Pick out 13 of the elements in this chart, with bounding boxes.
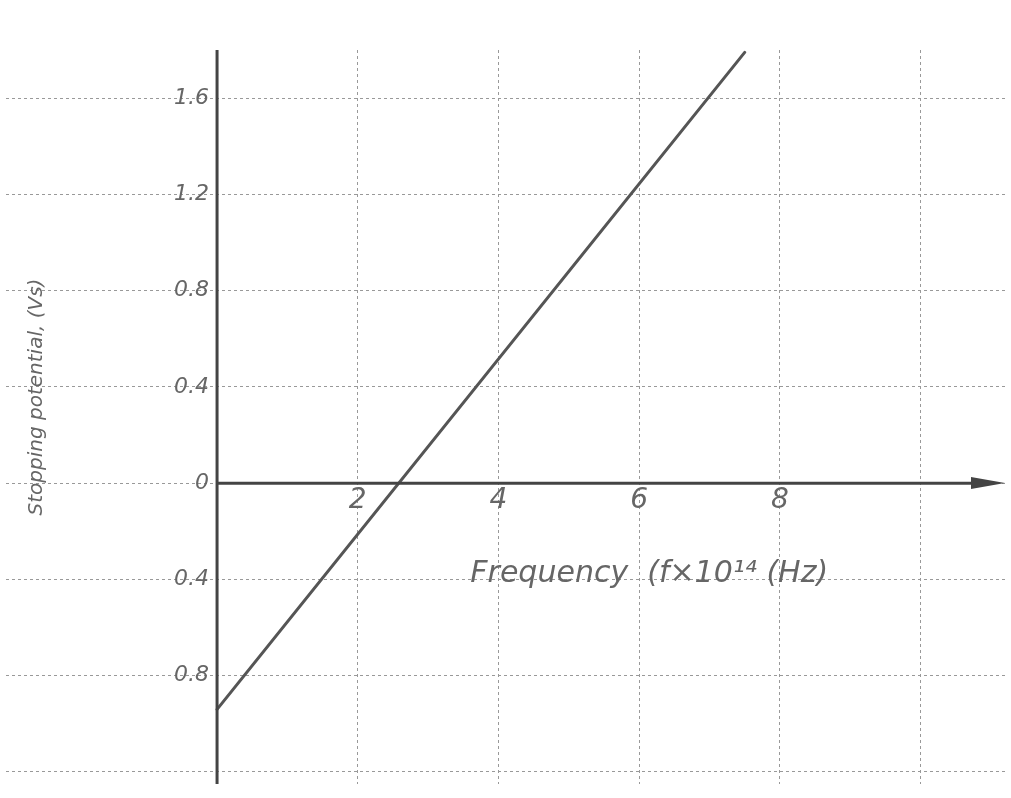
y-tick-label: 1.6	[174, 83, 210, 109]
x-tick-label: 8	[770, 482, 789, 516]
y-tick-label: 0.8	[174, 661, 210, 687]
x-axis-title: Frequency (f×10¹⁴ (Hz)	[470, 554, 829, 590]
y-tick-label: 0.4	[174, 372, 210, 398]
y-tick-label: 0.8	[174, 276, 210, 302]
y-tick-label: 1.2	[174, 180, 210, 206]
x-tick-label: 4	[489, 482, 508, 516]
y-tick-label: 0	[195, 468, 210, 494]
y-tick-label: 0.4	[174, 565, 210, 591]
x-tick-label: 2	[348, 482, 367, 516]
y-axis-title: Stopping potential, (Vs)	[23, 278, 48, 516]
x-tick-label: 6	[630, 482, 649, 516]
